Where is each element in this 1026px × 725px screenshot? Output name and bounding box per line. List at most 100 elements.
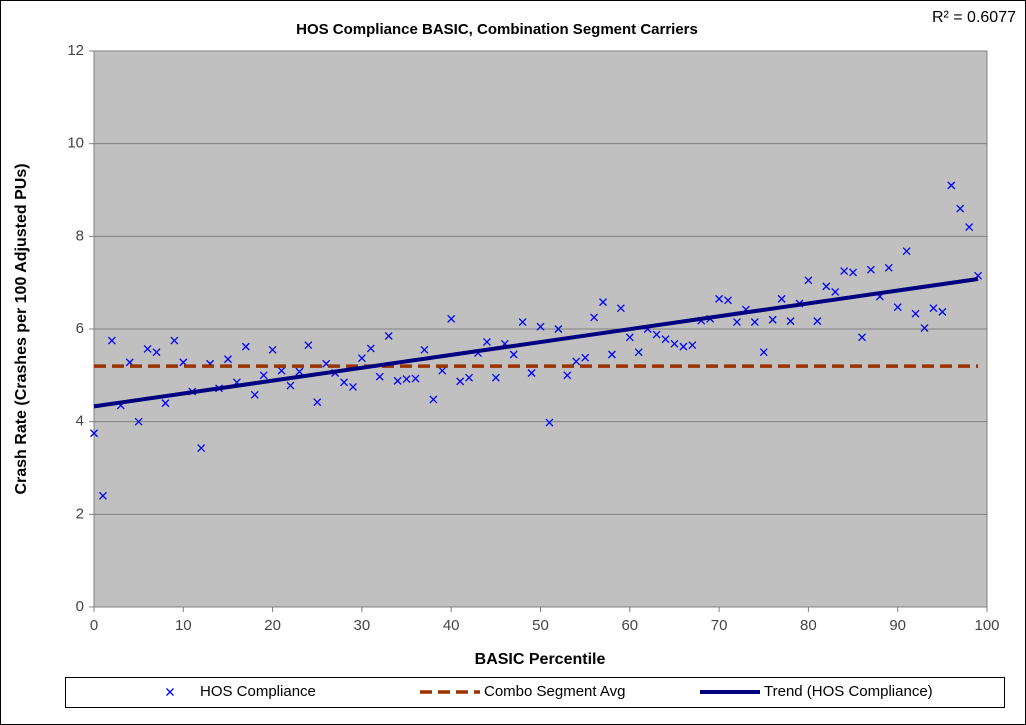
- y-tick-label: 2: [76, 505, 84, 522]
- data-point: [223, 355, 232, 364]
- data-point: [393, 376, 402, 385]
- data-point: [813, 317, 822, 326]
- data-point: [107, 336, 116, 345]
- data-point: [536, 322, 545, 331]
- data-point: [893, 303, 902, 312]
- data-point: [563, 371, 572, 380]
- x-tick-label: 60: [621, 617, 638, 634]
- data-point: [920, 324, 929, 333]
- data-point: [375, 372, 384, 381]
- data-point: [384, 331, 393, 340]
- x-tick-label: 20: [264, 617, 281, 634]
- data-point: [554, 325, 563, 333]
- data-point: [241, 342, 250, 351]
- data-point: [152, 348, 161, 357]
- data-point: [465, 373, 474, 382]
- data-point: [768, 315, 777, 324]
- data-point: [572, 357, 581, 366]
- data-point: [777, 294, 786, 303]
- data-point: [313, 398, 322, 407]
- chart-title: HOS Compliance BASIC, Combination Segmen…: [296, 21, 698, 38]
- data-point: [509, 350, 518, 359]
- data-point: [482, 338, 491, 346]
- series-line: [93, 276, 979, 409]
- data-point: [804, 276, 813, 285]
- data-point: [858, 333, 866, 342]
- legend-label: HOS Compliance: [200, 683, 316, 700]
- data-point: [161, 399, 170, 408]
- data-point: [545, 418, 554, 427]
- data-point: [340, 378, 348, 387]
- data-point: [295, 367, 304, 376]
- data-point: [438, 366, 447, 375]
- data-point: [599, 298, 607, 307]
- data-point: [527, 369, 536, 377]
- data-point: [491, 373, 500, 382]
- legend-items: HOS Compliance Combo Segment Avg Trend (HO…: [166, 683, 933, 700]
- data-point: [956, 204, 965, 213]
- data-point: [634, 348, 643, 357]
- data-point: [866, 265, 875, 274]
- data-point: [607, 350, 616, 359]
- data-point: [134, 417, 143, 426]
- data-point: [733, 318, 741, 327]
- data-point: [652, 330, 661, 339]
- data-point: [938, 307, 947, 316]
- legend-label: Combo Segment Avg: [484, 683, 625, 700]
- y-tick-label: 0: [76, 598, 84, 615]
- data-point: [518, 318, 527, 327]
- data-point: [90, 429, 98, 438]
- x-axis-label: BASIC Percentile: [475, 651, 606, 668]
- x-tick-label: 90: [889, 617, 906, 634]
- data-point: [98, 491, 107, 500]
- x-tick-label: 30: [354, 617, 371, 634]
- data-point: [286, 381, 295, 390]
- data-point: [170, 336, 179, 345]
- data-point: [259, 371, 268, 380]
- annotation: R² = 0.6077: [932, 9, 1016, 26]
- x-tick-label: 0: [90, 617, 98, 634]
- data-point: [724, 296, 732, 305]
- data-point: [822, 282, 831, 291]
- y-tick-label: 12: [67, 42, 84, 59]
- data-point: [304, 341, 313, 350]
- data-point: [902, 247, 911, 256]
- data-point: [625, 333, 634, 342]
- data-point: [411, 374, 420, 383]
- data-point: [715, 294, 724, 303]
- legend: [65, 677, 1005, 708]
- data-point: [929, 304, 938, 313]
- data-point: [670, 339, 679, 348]
- legend-symbol: [166, 688, 174, 696]
- data-point: [840, 267, 849, 276]
- data-point: [688, 341, 697, 350]
- data-point: [268, 345, 277, 354]
- y-tick-label: 8: [76, 227, 84, 244]
- x-tick-label: 10: [175, 617, 192, 634]
- data-point: [420, 345, 429, 354]
- x-tick-label: 100: [974, 617, 999, 634]
- data-point: [884, 263, 893, 272]
- legend-label: Trend (HOS Compliance): [764, 683, 933, 700]
- x-tick-label: 40: [443, 617, 460, 634]
- data-point: [143, 344, 152, 353]
- data-point: [947, 181, 956, 190]
- y-tick-label: 10: [67, 135, 84, 152]
- data-point: [447, 314, 456, 323]
- data-point: [456, 377, 465, 386]
- y-tick-label: 6: [76, 320, 84, 337]
- data-point: [750, 318, 759, 327]
- data-point: [849, 268, 858, 277]
- data-point: [590, 313, 599, 322]
- data-point: [831, 287, 840, 296]
- y-tick-label: 4: [76, 413, 84, 430]
- data-point: [581, 353, 590, 362]
- data-point: [197, 444, 206, 453]
- x-tick-label: 50: [532, 617, 549, 634]
- data-point: [965, 223, 974, 232]
- data-point: [911, 309, 920, 318]
- x-tick-label: 70: [711, 617, 728, 634]
- data-point: [349, 382, 357, 391]
- data-point: [429, 395, 438, 404]
